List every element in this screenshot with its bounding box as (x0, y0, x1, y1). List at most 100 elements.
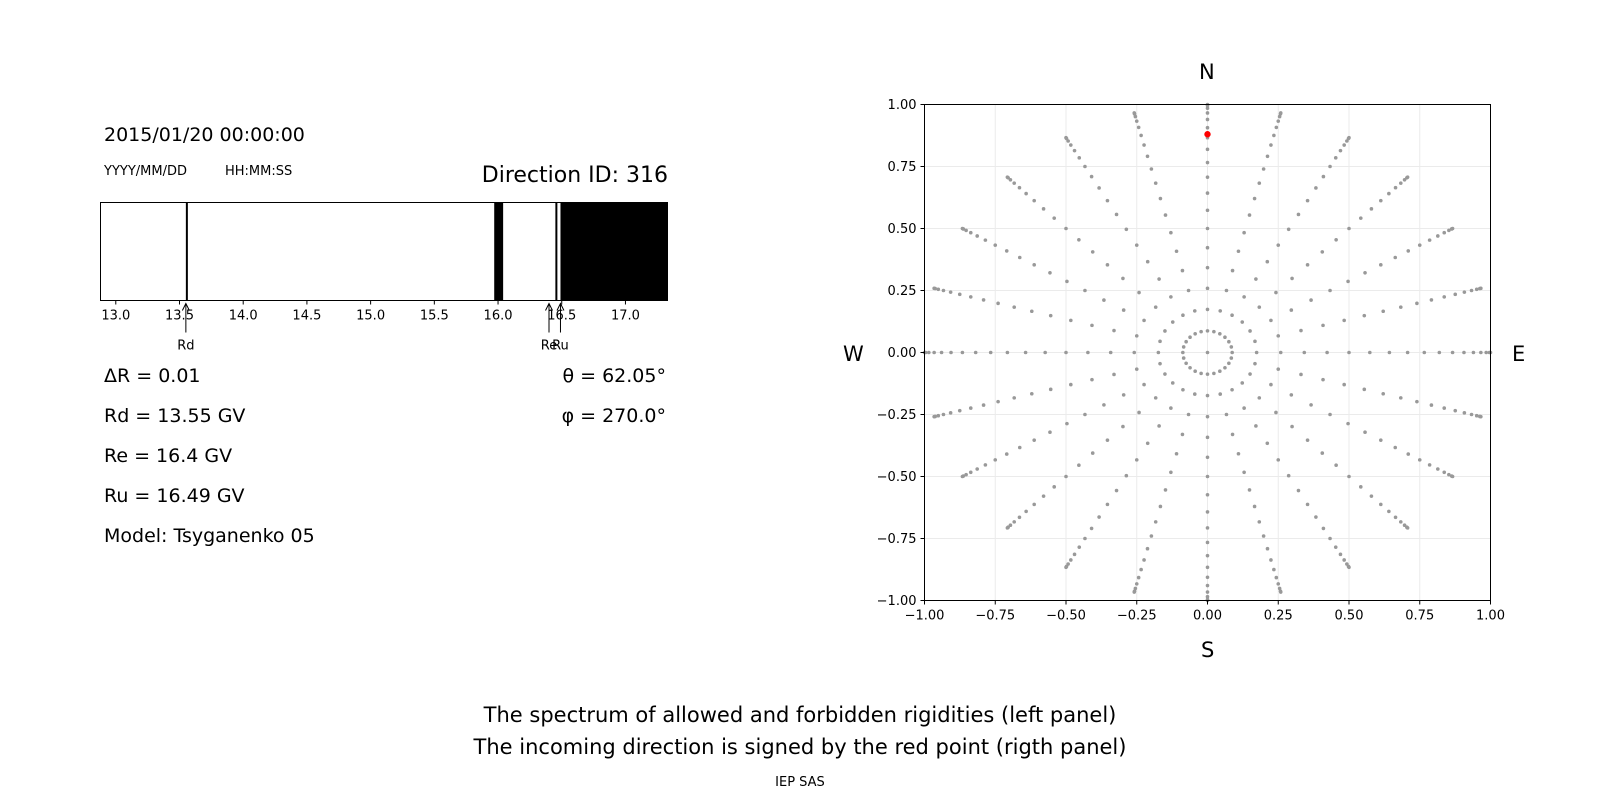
direction-grid-point (1012, 396, 1017, 400)
direction-grid-point (1102, 298, 1106, 302)
direction-grid-point (1296, 212, 1301, 217)
direction-grid-point (1186, 288, 1191, 293)
direction-grid-point (1427, 238, 1432, 242)
direction-grid-point (1269, 318, 1273, 323)
direction-grid-point (1112, 328, 1116, 333)
direction-grid-point (1024, 191, 1028, 196)
direction-grid-point (1205, 265, 1210, 270)
rd-label: Rd = 13.55 GV (104, 405, 246, 427)
direction-grid-point (1157, 424, 1161, 428)
direction-grid-point (1362, 387, 1367, 392)
direction-grid-point (1257, 181, 1262, 185)
direction-grid-point (1254, 424, 1258, 428)
direction-grid-point (1302, 350, 1307, 355)
marker-arrowhead (545, 302, 553, 311)
direction-grid-point (968, 406, 973, 410)
direction-grid-point (1153, 181, 1158, 185)
direction-grid-point (1090, 377, 1094, 382)
rigidity-spectrum-chart: 13.0 13.5 14.0 14.5 15.0 15.5 16.0 16.5 17.0 Rd R… (100, 202, 668, 354)
direction-grid-point (1276, 582, 1281, 586)
direction-grid-point (1462, 411, 1467, 415)
direction-grid-point (1012, 181, 1017, 185)
direction-grid-point (1321, 323, 1325, 328)
direction-grid-point (948, 411, 953, 415)
direction-grid-point (1334, 463, 1338, 468)
direction-grid-point (1347, 565, 1351, 570)
ru-label: Ru = 16.49 GV (104, 485, 245, 507)
direction-grid-point (1153, 305, 1158, 309)
direction-grid-point (1029, 391, 1034, 396)
direction-grid-point (1024, 509, 1028, 514)
direction-grid-point (968, 295, 973, 299)
direction-grid-point (1427, 463, 1432, 467)
direction-grid-point (1261, 167, 1266, 171)
direction-grid-point (1230, 313, 1234, 318)
direction-grid-point (1105, 198, 1110, 203)
direction-grid-point (1181, 313, 1185, 318)
direction-grid-point (1299, 328, 1303, 333)
x-tick-label: 15.5 (420, 309, 449, 324)
direction-grid-point (1387, 350, 1392, 355)
direction-grid-point (1223, 365, 1227, 370)
direction-grid-point (1134, 243, 1139, 247)
direction-grid-point (1083, 536, 1087, 541)
direction-grid-point (1290, 424, 1294, 429)
direction-grid-point (1276, 458, 1281, 462)
direction-grid-point (1205, 286, 1210, 291)
direction-grid-point (996, 301, 1000, 306)
direction-grid-point (1157, 277, 1161, 281)
direction-grid-point (1269, 143, 1273, 147)
direction-grid-point (1212, 329, 1216, 334)
direction-grid-point (1205, 350, 1210, 355)
direction-grid-point (1124, 227, 1129, 232)
direction-grid-point (1393, 185, 1398, 190)
direction-grid-point (1269, 558, 1273, 562)
direction-grid-point (1145, 441, 1150, 446)
direction-grid-point (1469, 288, 1474, 293)
direction-grid-point (1205, 583, 1210, 588)
date-format-label: YYYY/MM/DD (104, 164, 187, 179)
direction-grid-point (1334, 237, 1338, 242)
direction-grid-point (1224, 288, 1229, 293)
direction-grid-point (1242, 470, 1246, 475)
direction-grid-point (1265, 546, 1270, 551)
direction-grid-point (1142, 318, 1146, 323)
direction-grid-point (1023, 350, 1028, 355)
direction-grid-point (1309, 298, 1313, 302)
direction-grid-point (1462, 290, 1467, 294)
direction-grid-point (1169, 230, 1173, 235)
x-tick-label: −0.25 (1117, 609, 1157, 624)
direction-grid-point (1086, 350, 1090, 355)
x-tick-label: 15.0 (356, 309, 385, 324)
direction-grid-point (1089, 526, 1094, 531)
direction-grid-point (1328, 164, 1332, 169)
direction-grid-point (939, 350, 944, 355)
direction-grid-point (1227, 361, 1231, 366)
direction-grid-point (1274, 575, 1279, 580)
direction-grid-point (1205, 245, 1210, 250)
direction-grid-point (1405, 526, 1410, 530)
direction-grid-point (1065, 279, 1069, 284)
direction-grid-point (1205, 147, 1210, 152)
direction-grid-point (1163, 488, 1168, 492)
direction-grid-point (1170, 381, 1175, 385)
direction-grid-point (1124, 473, 1129, 478)
direction-grid-point (960, 474, 965, 479)
direction-grid-point (1133, 586, 1138, 591)
direction-grid-point (1381, 309, 1386, 314)
direction-grid-point (960, 226, 965, 231)
forbidden-band (185, 202, 188, 301)
direction-grid-point (1422, 350, 1427, 355)
direction-grid-point (1205, 553, 1210, 558)
direction-grid-point (1471, 350, 1476, 355)
direction-grid-point (983, 238, 988, 242)
direction-grid-point (1158, 361, 1162, 366)
direction-grid-point (1184, 339, 1188, 344)
direction-grid-point (1072, 148, 1077, 153)
direction-grid-point (1286, 227, 1291, 232)
direction-grid-point (1105, 263, 1110, 267)
direction-grid-point (1064, 135, 1068, 140)
direction-grid-point (1132, 111, 1137, 115)
direction-grid-point (1205, 540, 1210, 545)
direction-grid-point (1069, 143, 1073, 147)
